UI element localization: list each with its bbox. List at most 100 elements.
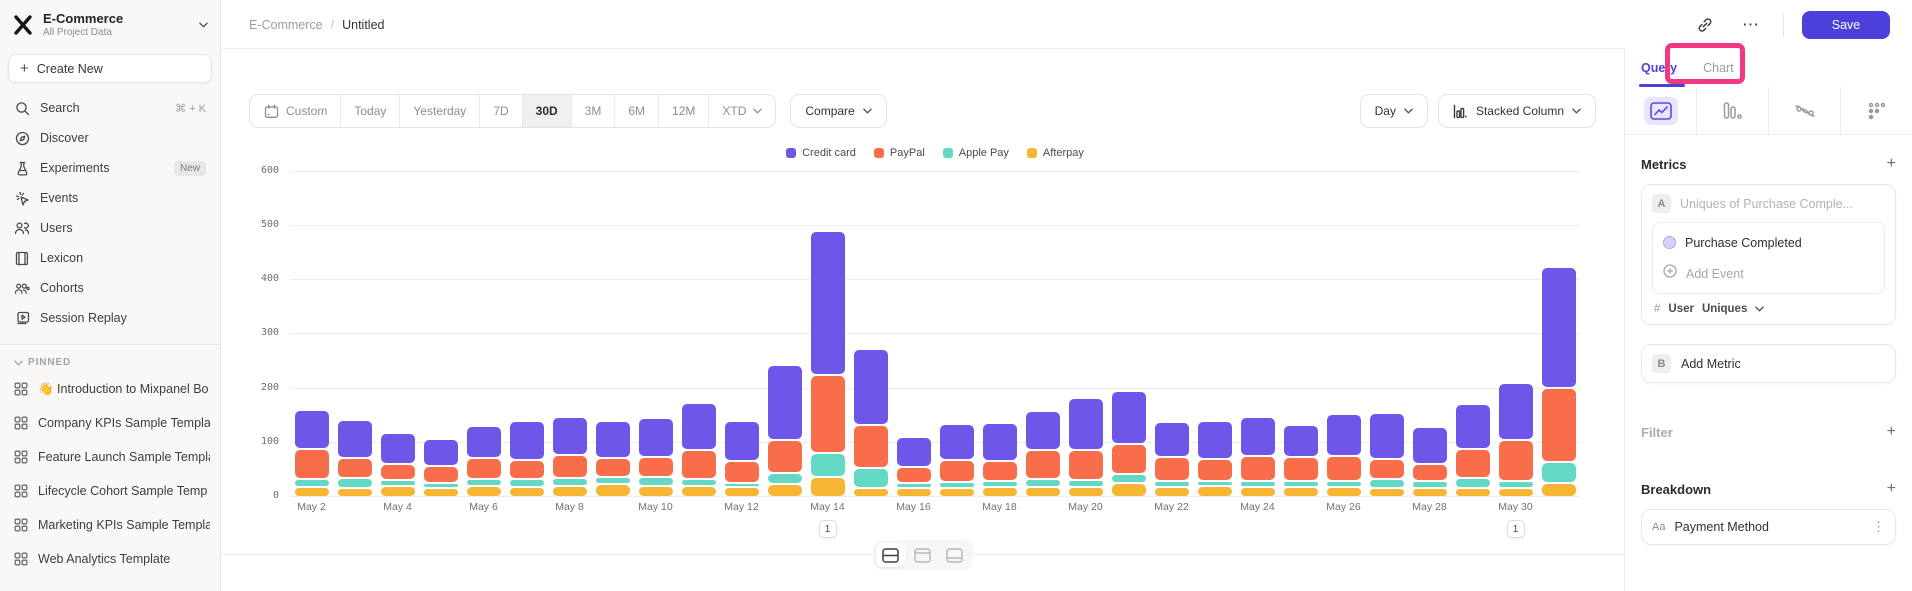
sidebar-item-discover[interactable]: Discover — [0, 123, 220, 153]
segment-afterpay[interactable] — [1111, 484, 1146, 496]
segment-afterpay[interactable] — [1240, 488, 1275, 496]
segment-afterpay[interactable] — [1283, 488, 1318, 496]
segment-paypal[interactable] — [724, 462, 759, 482]
segment-paypal[interactable] — [1326, 457, 1361, 480]
segment-credit-card[interactable] — [552, 418, 587, 454]
segment-apple-pay[interactable] — [681, 480, 716, 485]
segment-credit-card[interactable] — [1369, 414, 1404, 458]
segment-credit-card[interactable] — [681, 404, 716, 449]
segment-afterpay[interactable] — [724, 488, 759, 496]
segment-afterpay[interactable] — [337, 489, 372, 496]
share-link-button[interactable] — [1691, 11, 1719, 39]
segment-credit-card[interactable] — [1541, 268, 1576, 387]
segment-paypal[interactable] — [853, 426, 888, 467]
segment-paypal[interactable] — [1498, 441, 1533, 480]
segment-afterpay[interactable] — [1154, 488, 1189, 496]
segment-credit-card[interactable] — [767, 366, 802, 439]
bar-may-6[interactable] — [462, 171, 505, 496]
range-today[interactable]: Today — [341, 95, 401, 127]
segment-apple-pay[interactable] — [1455, 479, 1490, 487]
segment-afterpay[interactable] — [982, 488, 1017, 496]
segment-credit-card[interactable] — [810, 232, 845, 374]
segment-apple-pay[interactable] — [552, 479, 587, 485]
segment-afterpay[interactable] — [423, 489, 458, 496]
segment-paypal[interactable] — [466, 459, 501, 478]
segment-paypal[interactable] — [1240, 457, 1275, 480]
add-metric-plus-icon[interactable]: + — [1886, 155, 1896, 172]
bar-may-21[interactable] — [1107, 171, 1150, 496]
segment-apple-pay[interactable] — [853, 469, 888, 487]
segment-apple-pay[interactable] — [982, 482, 1017, 486]
sidebar-item-users[interactable]: Users — [0, 213, 220, 243]
segment-afterpay[interactable] — [1498, 489, 1533, 496]
segment-credit-card[interactable] — [1412, 428, 1447, 463]
segment-credit-card[interactable] — [1498, 384, 1533, 439]
segment-credit-card[interactable] — [1111, 392, 1146, 443]
bar-may-18[interactable] — [978, 171, 1021, 496]
add-event-row[interactable]: Add Event — [1653, 258, 1884, 289]
segment-apple-pay[interactable] — [1111, 475, 1146, 482]
segment-credit-card[interactable] — [1025, 412, 1060, 449]
sidebar-item-lexicon[interactable]: Lexicon — [0, 243, 220, 273]
bar-may-10[interactable] — [634, 171, 677, 496]
bar-may-31[interactable] — [1537, 171, 1580, 496]
bar-may-28[interactable] — [1408, 171, 1451, 496]
segment-paypal[interactable] — [767, 441, 802, 472]
segment-apple-pay[interactable] — [380, 481, 415, 485]
bar-may-17[interactable] — [935, 171, 978, 496]
bar-may-13[interactable] — [763, 171, 806, 496]
segment-apple-pay[interactable] — [1498, 482, 1533, 487]
segment-apple-pay[interactable] — [1326, 482, 1361, 486]
segment-credit-card[interactable] — [1326, 415, 1361, 455]
sidebar-item-events[interactable]: Events — [0, 183, 220, 213]
segment-credit-card[interactable] — [853, 350, 888, 424]
segment-afterpay[interactable] — [767, 485, 802, 496]
segment-credit-card[interactable] — [896, 438, 931, 466]
segment-credit-card[interactable] — [1455, 405, 1490, 448]
segment-afterpay[interactable] — [1197, 487, 1232, 496]
segment-apple-pay[interactable] — [294, 480, 329, 486]
annotation-badge-may-30[interactable]: 1 — [1506, 520, 1525, 538]
segment-apple-pay[interactable] — [1369, 480, 1404, 487]
bar-may-20[interactable] — [1064, 171, 1107, 496]
segment-credit-card[interactable] — [939, 425, 974, 459]
range-3m[interactable]: 3M — [572, 95, 616, 127]
bar-may-12[interactable] — [720, 171, 763, 496]
legend-item-credit-card[interactable]: Credit card — [786, 147, 856, 159]
segment-apple-pay[interactable] — [1541, 463, 1576, 482]
segment-apple-pay[interactable] — [1283, 482, 1318, 486]
segment-paypal[interactable] — [1154, 458, 1189, 480]
range-12m[interactable]: 12M — [659, 95, 710, 127]
segment-paypal[interactable] — [896, 468, 931, 482]
segment-apple-pay[interactable] — [1412, 482, 1447, 487]
breadcrumb-report-name[interactable]: Untitled — [342, 17, 385, 32]
segment-afterpay[interactable] — [294, 488, 329, 496]
segment-paypal[interactable] — [1283, 458, 1318, 480]
bar-may-19[interactable] — [1021, 171, 1064, 496]
segment-credit-card[interactable] — [380, 434, 415, 463]
segment-paypal[interactable] — [1455, 450, 1490, 477]
pinned-item-introduction-to-mixpanel-bo[interactable]: 👋 Introduction to Mixpanel Bo — [0, 372, 220, 406]
sidebar-item-search[interactable]: Search ⌘ + K — [0, 93, 220, 123]
layout-chart-only-button[interactable] — [908, 543, 938, 567]
bar-may-4[interactable] — [376, 171, 419, 496]
segment-afterpay[interactable] — [1412, 489, 1447, 496]
layout-split-button[interactable] — [875, 543, 906, 567]
bar-may-8[interactable] — [548, 171, 591, 496]
segment-paypal[interactable] — [1197, 460, 1232, 480]
more-options-button[interactable]: ⋯ — [1737, 11, 1765, 39]
compare-button[interactable]: Compare — [790, 94, 887, 128]
segment-credit-card[interactable] — [724, 422, 759, 460]
segment-apple-pay[interactable] — [1068, 481, 1103, 486]
segment-afterpay[interactable] — [939, 489, 974, 496]
breakdown-card[interactable]: Aa Payment Method ⋮ — [1641, 509, 1896, 545]
segment-afterpay[interactable] — [810, 478, 845, 496]
sidebar-item-session-replay[interactable]: Session Replay — [0, 303, 220, 333]
bar-may-2[interactable] — [290, 171, 333, 496]
kebab-menu-icon[interactable]: ⋮ — [1872, 519, 1885, 534]
bar-may-22[interactable] — [1150, 171, 1193, 496]
segment-afterpay[interactable] — [1369, 489, 1404, 496]
counting-method-row[interactable]: # User Uniques — [1652, 303, 1885, 315]
chart-type-dropdown[interactable]: Stacked Column — [1437, 94, 1596, 128]
bar-may-23[interactable] — [1193, 171, 1236, 496]
